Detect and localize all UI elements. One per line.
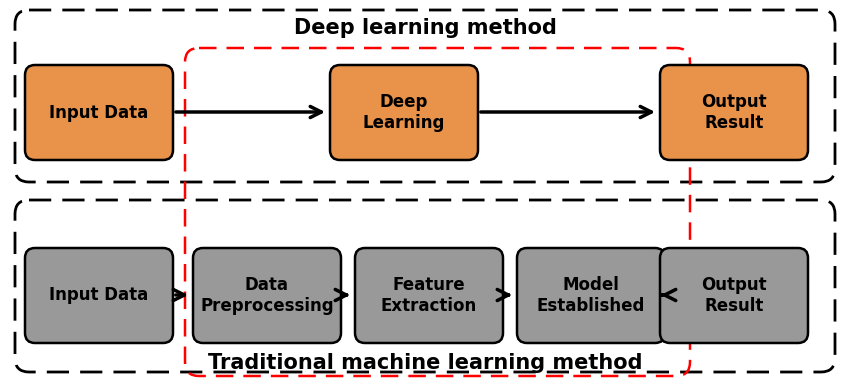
- Text: Deep learning method: Deep learning method: [293, 18, 557, 38]
- Text: Input Data: Input Data: [49, 286, 149, 305]
- FancyBboxPatch shape: [660, 248, 808, 343]
- FancyBboxPatch shape: [330, 65, 478, 160]
- FancyBboxPatch shape: [355, 248, 503, 343]
- FancyBboxPatch shape: [25, 65, 173, 160]
- FancyBboxPatch shape: [660, 65, 808, 160]
- Text: Model
Established: Model Established: [537, 276, 645, 315]
- FancyBboxPatch shape: [25, 248, 173, 343]
- Text: Traditional machine learning method: Traditional machine learning method: [207, 353, 643, 373]
- Text: Deep
Learning: Deep Learning: [363, 93, 445, 132]
- Text: Input Data: Input Data: [49, 104, 149, 122]
- Text: Output
Result: Output Result: [701, 93, 767, 132]
- FancyBboxPatch shape: [193, 248, 341, 343]
- Text: Output
Result: Output Result: [701, 276, 767, 315]
- Text: Data
Preprocessing: Data Preprocessing: [201, 276, 334, 315]
- FancyBboxPatch shape: [517, 248, 665, 343]
- Text: Feature
Extraction: Feature Extraction: [381, 276, 477, 315]
